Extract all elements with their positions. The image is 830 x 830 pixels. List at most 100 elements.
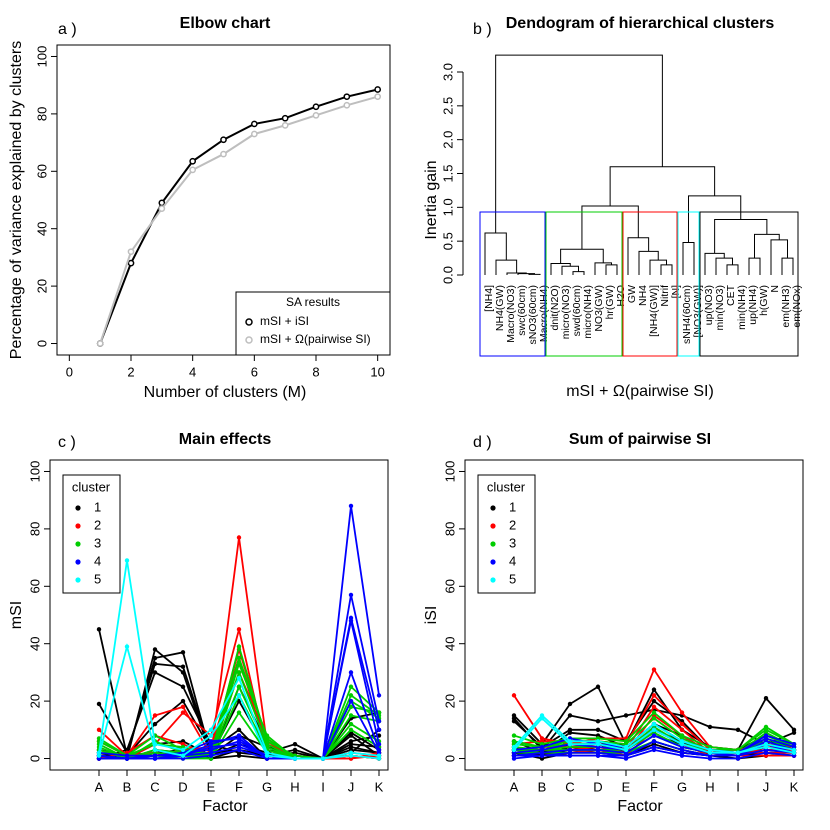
leaf-label: NH4(GW) [494, 285, 506, 331]
point [348, 693, 354, 698]
merge-link [528, 273, 541, 275]
point [707, 750, 713, 755]
point [281, 114, 289, 122]
point [320, 756, 326, 761]
point [348, 753, 354, 758]
point [348, 704, 354, 710]
leaf-label: Macro(NO3) [505, 285, 517, 343]
x-tick-label: 4 [189, 364, 196, 379]
y-tick-label: 20 [442, 694, 457, 708]
merge-link [638, 250, 659, 275]
x-tick-label: H [705, 779, 714, 794]
point [348, 670, 354, 675]
leaf-label: em(NH3) [780, 285, 792, 328]
panel-label: d ) [473, 434, 492, 451]
point [180, 684, 186, 689]
point [180, 664, 186, 669]
point [511, 747, 517, 753]
merge-link [748, 257, 761, 275]
point [735, 750, 741, 755]
point [343, 101, 351, 109]
point [180, 704, 186, 710]
x-axis-title: Number of clusters (M) [144, 384, 307, 401]
point [124, 558, 130, 563]
merge-link [649, 259, 667, 275]
leaf-label: N [769, 285, 781, 293]
point [180, 747, 186, 753]
x-tick-label: C [565, 779, 574, 794]
x-tick-label: F [235, 779, 243, 794]
y-axis-title: mSI [8, 601, 25, 629]
cluster-box [479, 211, 546, 357]
merge-link [561, 265, 579, 275]
legend-label: mSI + iSI [260, 314, 309, 328]
point [152, 756, 158, 761]
y-tick-label: 80 [442, 522, 457, 536]
legend-label: mSI + Ω(pairwise SI) [260, 332, 371, 346]
plot-box [464, 459, 804, 771]
point [180, 650, 186, 655]
point [348, 744, 354, 750]
x-tick-label: A [510, 779, 519, 794]
legend-label: 1 [509, 499, 516, 514]
legend-box [477, 474, 536, 594]
legend-label: 3 [94, 535, 101, 550]
point [651, 698, 657, 704]
legend-box [235, 291, 391, 356]
leaf-label: min(NO3) [714, 285, 726, 331]
legend-marker [245, 318, 253, 326]
point [208, 727, 214, 733]
x-tick-label: K [375, 779, 384, 794]
series-line [99, 95, 378, 344]
chart-title: Elbow chart [180, 15, 271, 32]
legend-marker [75, 505, 81, 511]
point [152, 647, 158, 652]
point [539, 716, 545, 721]
point [651, 693, 657, 698]
point [567, 713, 573, 718]
point [292, 747, 298, 753]
leaf-label: em(NOx) [791, 285, 803, 328]
leaf-label: Macro(NH4) [538, 285, 550, 342]
point [651, 716, 657, 721]
leaf-label: swd(60cm) [571, 285, 583, 336]
x-tick-label: D [593, 779, 602, 794]
y-tick-label: 60 [442, 579, 457, 593]
point [595, 719, 601, 724]
point [292, 756, 298, 761]
point [236, 693, 242, 698]
point [96, 753, 102, 758]
point [189, 166, 197, 174]
point [208, 739, 214, 744]
point [96, 701, 102, 707]
point [264, 753, 270, 758]
point [250, 130, 258, 138]
x-tick-label: A [95, 779, 104, 794]
plot-box [56, 44, 391, 356]
point [236, 670, 242, 675]
point [707, 724, 713, 730]
legend-marker [245, 336, 253, 344]
legend-label: 4 [94, 553, 101, 568]
x-axis-title: Factor [617, 798, 663, 815]
y-tick-label: 60 [34, 164, 49, 178]
point [158, 205, 166, 212]
merge-link [770, 239, 788, 275]
merge-link [572, 271, 585, 275]
leaf-label: Nitrif [659, 285, 671, 307]
point [791, 730, 797, 735]
merge-link [484, 232, 507, 275]
point [312, 103, 320, 111]
y-tick-label: 1.0 [440, 198, 455, 216]
point [679, 721, 685, 727]
point [348, 713, 354, 718]
point [152, 747, 158, 753]
point [343, 93, 351, 101]
point [679, 741, 685, 747]
legend-marker [490, 541, 496, 547]
chart-title: Dendogram of hierarchical clusters [506, 15, 775, 32]
merge-link [682, 242, 695, 275]
point [127, 248, 135, 256]
x-tick-label: K [790, 779, 799, 794]
point [236, 710, 242, 715]
